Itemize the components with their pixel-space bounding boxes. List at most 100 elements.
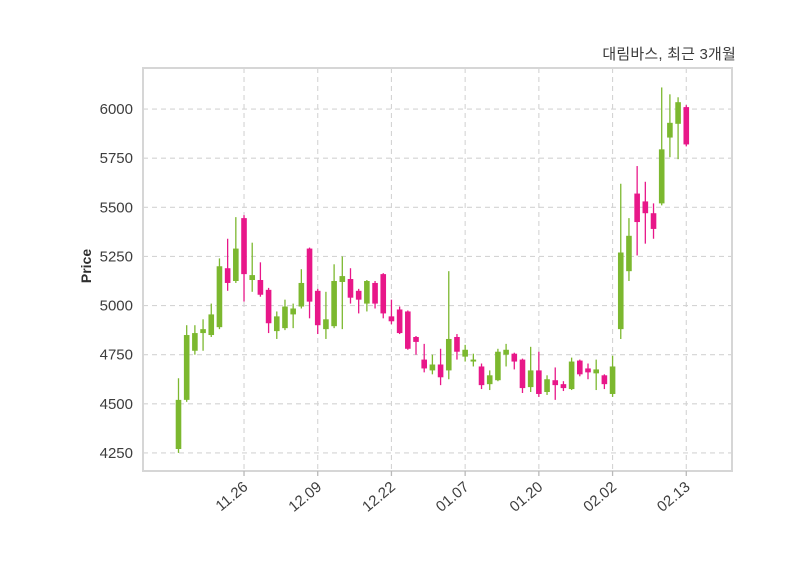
- candle-body: [544, 379, 550, 393]
- candle-up: [429, 354, 436, 375]
- candle-up: [568, 357, 575, 391]
- candle-body: [462, 349, 468, 357]
- candle-body: [388, 316, 395, 322]
- candle-body: [241, 218, 247, 275]
- candle-body: [421, 359, 427, 369]
- candle-down: [224, 238, 231, 291]
- candle-down: [650, 203, 657, 239]
- candle-body: [314, 290, 321, 326]
- candle-down: [634, 166, 640, 256]
- candle-up: [273, 311, 280, 339]
- y-tick-label: 4250: [100, 445, 133, 462]
- x-tick-label: 02.02: [580, 478, 620, 515]
- candle-down: [413, 336, 419, 355]
- x-tick-label: 02.13: [654, 478, 694, 515]
- candle-up: [331, 264, 337, 329]
- candle-body: [511, 353, 518, 362]
- y-tick-label: 6000: [100, 101, 133, 118]
- candle-body: [347, 279, 354, 298]
- candle-down: [601, 374, 608, 390]
- x-tick-label: 01.20: [507, 478, 547, 515]
- candle-up: [208, 303, 215, 337]
- candle-body: [667, 122, 673, 138]
- candle-body: [265, 289, 272, 324]
- plot-background: [143, 68, 732, 471]
- candle-body: [323, 319, 329, 330]
- candle-body: [617, 252, 624, 330]
- x-tick-label: 12.09: [285, 478, 325, 515]
- candle-down: [519, 358, 526, 393]
- candle-body: [536, 370, 542, 394]
- candle-up: [339, 256, 346, 330]
- candle-up: [609, 355, 616, 397]
- candle-up: [445, 271, 452, 380]
- candle-body: [224, 268, 231, 283]
- candle-body: [560, 384, 567, 389]
- candle-down: [347, 268, 354, 304]
- candle-body: [609, 366, 616, 394]
- candle-body: [208, 314, 215, 336]
- candle-up: [675, 97, 681, 160]
- candle-body: [183, 335, 190, 400]
- candle-down: [380, 273, 387, 319]
- candle-body: [306, 248, 313, 302]
- candle-up: [364, 280, 370, 312]
- candle-body: [364, 280, 370, 304]
- candle-down: [585, 363, 591, 380]
- candle-body: [257, 280, 264, 295]
- candle-down: [536, 351, 542, 397]
- candle-down: [355, 288, 362, 314]
- candle-body: [454, 336, 460, 352]
- candle-body: [593, 369, 599, 374]
- candle-body: [290, 308, 296, 315]
- candle-body: [298, 282, 305, 307]
- candle-up: [544, 375, 550, 395]
- candle-body: [216, 266, 223, 328]
- candle-up: [470, 353, 477, 367]
- candle-body: [470, 359, 477, 362]
- candle-body: [380, 274, 387, 314]
- candle-up: [323, 291, 329, 339]
- candle-down: [257, 262, 264, 297]
- candle-body: [192, 333, 198, 351]
- candle-down: [314, 288, 321, 335]
- y-axis-title: Price: [78, 248, 94, 284]
- candle-body: [650, 213, 657, 229]
- candle-body: [634, 193, 640, 223]
- x-tick-label: 12.22: [359, 478, 399, 515]
- candle-body: [675, 102, 681, 124]
- candle-body: [486, 375, 493, 385]
- candle-up: [216, 258, 223, 330]
- candle-down: [683, 105, 690, 147]
- candle-body: [658, 149, 665, 204]
- candle-up: [617, 183, 624, 339]
- candle-body: [626, 235, 632, 272]
- y-tick-label: 4500: [100, 396, 133, 413]
- candle-body: [249, 275, 256, 281]
- candle-up: [658, 87, 665, 206]
- y-tick-label: 5750: [100, 150, 133, 167]
- candle-body: [601, 375, 608, 385]
- candle-up: [593, 359, 599, 391]
- candle-up: [495, 348, 501, 382]
- candle-body: [503, 349, 509, 355]
- candle-down: [577, 359, 583, 377]
- candle-up: [249, 242, 256, 292]
- y-tick-label: 5250: [100, 248, 133, 265]
- candle-down: [642, 181, 649, 244]
- candle-up: [667, 94, 673, 158]
- candle-body: [519, 359, 526, 389]
- candle-body: [175, 399, 182, 449]
- candle-down: [437, 348, 444, 386]
- candle-up: [626, 218, 632, 281]
- candle-down: [454, 334, 460, 360]
- candle-down: [396, 306, 403, 335]
- candle-up: [486, 370, 493, 391]
- candle-down: [560, 381, 567, 392]
- y-tick-label: 5000: [100, 298, 133, 315]
- candle-up: [298, 269, 305, 309]
- candle-down: [552, 367, 559, 400]
- chart-title: 대림바스, 최근 3개월: [602, 46, 736, 63]
